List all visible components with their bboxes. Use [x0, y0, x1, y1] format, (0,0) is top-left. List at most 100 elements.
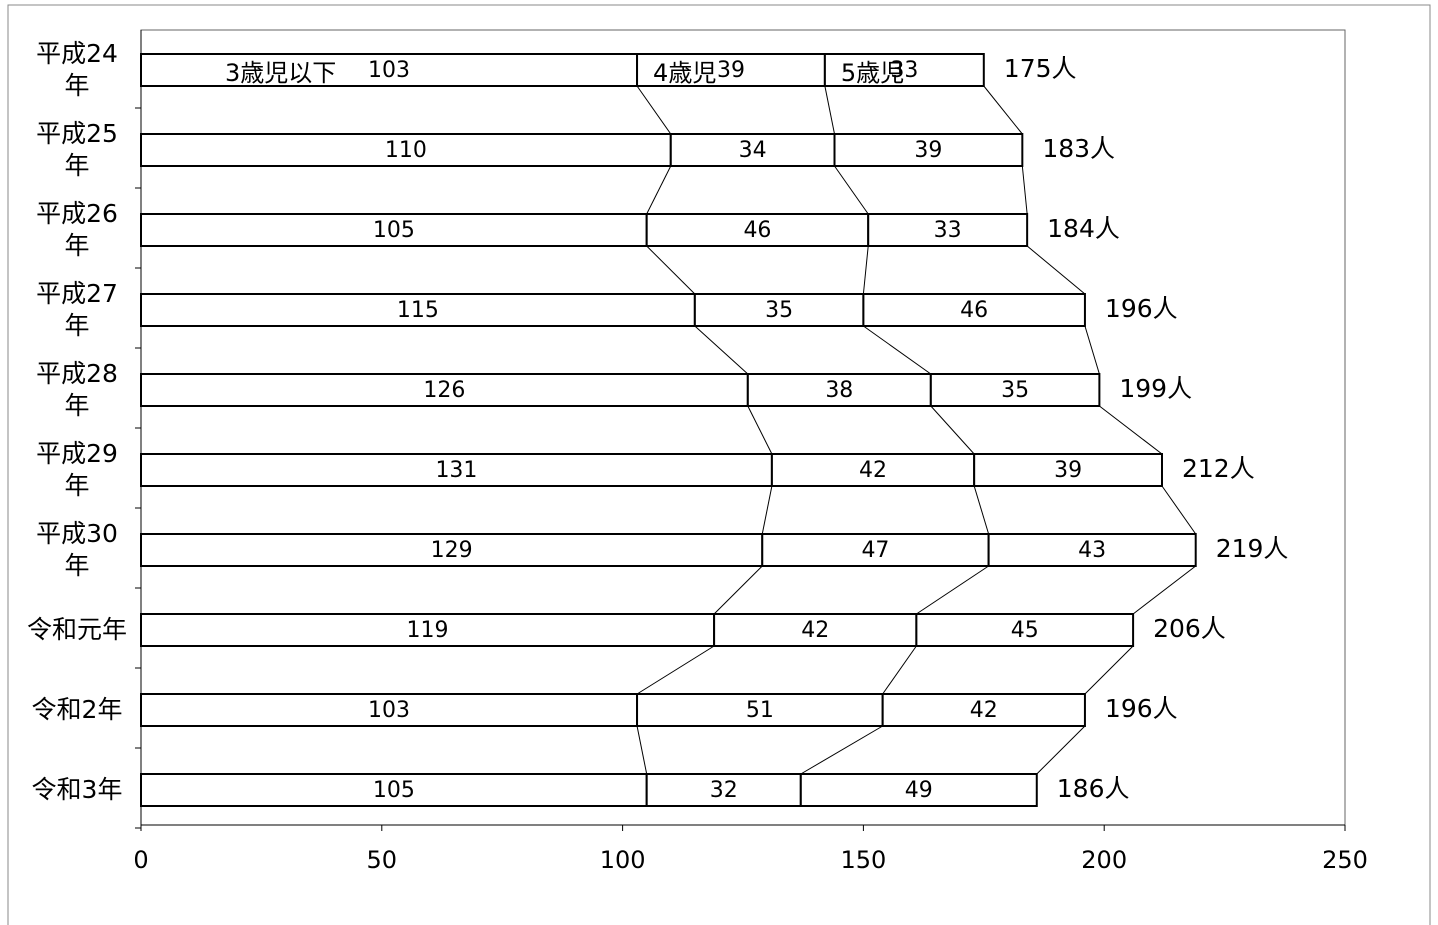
total-label: 219人 [1216, 534, 1289, 563]
total-label: 196人 [1105, 694, 1178, 723]
y-tick-label: 平成26年 [36, 199, 118, 260]
value-label: 43 [1078, 538, 1106, 563]
value-label: 105 [373, 778, 415, 803]
y-tick-label: 平成24年 [36, 39, 118, 100]
bar-segment [140, 293, 696, 327]
total-label: 196人 [1105, 294, 1178, 323]
series-line [646, 245, 696, 295]
y-tick-label: 平成27年 [36, 279, 118, 340]
bar-segment [987, 533, 1197, 567]
value-label: 103 [368, 698, 410, 723]
value-label: 33 [934, 218, 962, 243]
value-label: 119 [407, 618, 449, 643]
value-label: 46 [743, 218, 771, 243]
series-line [1084, 645, 1134, 695]
value-label: 129 [431, 538, 473, 563]
bar-segment [799, 773, 1038, 807]
value-label: 32 [710, 778, 738, 803]
value-label: 39 [914, 138, 942, 163]
value-label: 131 [435, 458, 477, 483]
x-tick-label: 50 [367, 846, 398, 874]
total-label: 199人 [1119, 374, 1192, 403]
total-label: 175人 [1004, 54, 1077, 83]
series-line [636, 645, 715, 695]
value-label: 46 [960, 298, 988, 323]
bar-segment [929, 373, 1101, 407]
series-line [800, 725, 883, 775]
series-line [1161, 485, 1197, 535]
series-line [646, 165, 672, 215]
total-label: 206人 [1153, 614, 1226, 643]
value-label: 34 [739, 138, 767, 163]
bar-segment [636, 693, 884, 727]
total-label: 183人 [1042, 134, 1115, 163]
x-tick-label: 0 [133, 846, 148, 874]
series-line [1026, 245, 1086, 295]
series-line [636, 85, 672, 135]
x-tick-label: 250 [1322, 846, 1368, 874]
x-tick-label: 200 [1081, 846, 1127, 874]
series-line [1036, 725, 1086, 775]
bar-segment [746, 373, 932, 407]
series-line [694, 325, 749, 375]
bar-segment [867, 213, 1029, 247]
bar-segment [140, 453, 773, 487]
series-line [824, 85, 835, 135]
total-label: 184人 [1047, 214, 1120, 243]
bar-segment [669, 133, 836, 167]
series-line [761, 485, 773, 535]
series-line [747, 405, 773, 455]
value-label: 42 [859, 458, 887, 483]
value-label: 35 [1001, 378, 1029, 403]
y-tick-label: 平成25年 [36, 119, 118, 180]
bar-segment [881, 693, 1086, 727]
series-line [1099, 405, 1163, 455]
x-tick-label: 100 [600, 846, 646, 874]
x-tick-label: 150 [840, 846, 886, 874]
bar-segment [833, 133, 1024, 167]
y-tick-label: 平成30年 [36, 519, 118, 580]
bar-segment [636, 53, 826, 87]
y-tick-label: 平成28年 [36, 359, 118, 420]
bar-segment [140, 533, 764, 567]
value-label: 33 [890, 58, 918, 83]
bar-segment [645, 773, 802, 807]
legend-label: 5歳児 [841, 59, 904, 87]
bar-segment [862, 293, 1086, 327]
bar-segment [770, 453, 976, 487]
y-tick-label: 平成29年 [36, 439, 118, 500]
bar-segment [823, 53, 985, 87]
legend-label: 3歳児以下 [225, 59, 336, 87]
value-label: 51 [746, 698, 774, 723]
y-tick-label: 令和元年 [26, 615, 127, 644]
value-label: 47 [861, 538, 889, 563]
series-line [713, 565, 763, 615]
value-label: 126 [423, 378, 465, 403]
value-label: 42 [970, 698, 998, 723]
series-line [916, 565, 989, 615]
bar-segment [140, 693, 639, 727]
bar-segment [140, 133, 672, 167]
series-line [636, 725, 648, 775]
y-tick-label: 令和3年 [31, 775, 123, 804]
value-label: 39 [717, 58, 745, 83]
value-label: 45 [1011, 618, 1039, 643]
series-line [1084, 325, 1100, 375]
bar-segment [713, 613, 918, 647]
bar-segment [645, 213, 870, 247]
series-line [973, 485, 990, 535]
chart-border [7, 4, 1431, 925]
series-line [1021, 165, 1028, 215]
series-line [1132, 565, 1197, 615]
value-label: 115 [397, 298, 439, 323]
value-label: 49 [905, 778, 933, 803]
y-tick-label: 令和2年 [31, 695, 123, 724]
series-line [983, 85, 1023, 135]
bar-segment [140, 373, 749, 407]
value-label: 42 [801, 618, 829, 643]
value-label: 103 [368, 58, 410, 83]
value-label: 110 [385, 138, 427, 163]
bar-segment [140, 53, 639, 87]
